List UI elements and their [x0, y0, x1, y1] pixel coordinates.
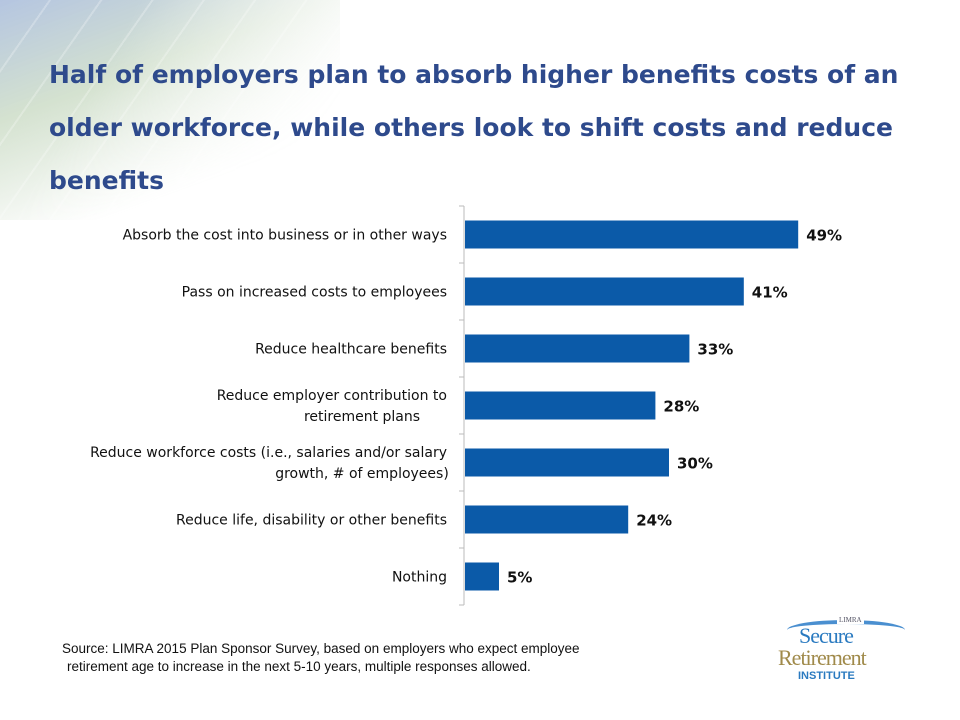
data-label: 33%	[697, 341, 733, 359]
bar	[465, 505, 629, 534]
source-line-1: Source: LIMRA 2015 Plan Sponsor Survey, …	[62, 641, 580, 656]
bar	[465, 277, 744, 306]
logo-secure: Secure	[799, 623, 854, 648]
data-label: 41%	[752, 284, 788, 302]
data-label: 28%	[663, 398, 699, 416]
data-label: 5%	[507, 569, 532, 587]
category-label: growth, # of employees)	[275, 466, 449, 482]
logo-retirement: Retirement	[778, 645, 867, 670]
category-label: Reduce life, disability or other benefit…	[176, 513, 447, 529]
background-lines	[0, 0, 340, 220]
category-label: Absorb the cost into business or in othe…	[123, 228, 447, 244]
bar	[465, 391, 656, 420]
bar	[465, 220, 799, 249]
bar	[465, 334, 690, 363]
bar	[465, 448, 669, 477]
category-label: Reduce healthcare benefits	[255, 342, 447, 358]
data-label: 49%	[806, 227, 842, 245]
category-label: Pass on increased costs to employees	[182, 285, 447, 301]
data-label: 24%	[636, 512, 672, 530]
bar	[465, 562, 499, 591]
secure-retirement-institute-logo: LIMRA Secure Retirement INSTITUTE	[775, 616, 925, 688]
data-label: 30%	[677, 455, 713, 473]
source-line-2: retirement age to increase in the next 5…	[67, 659, 531, 674]
category-label: Reduce workforce costs (i.e., salaries a…	[90, 445, 447, 461]
logo-institute: INSTITUTE	[798, 670, 855, 682]
source-note: Source: LIMRA 2015 Plan Sponsor Survey, …	[62, 640, 580, 676]
slide-title: Half of employers plan to absorb higher …	[49, 60, 899, 195]
logo-limra: LIMRA	[837, 616, 864, 624]
category-label: retirement plans	[304, 409, 420, 425]
category-label: Nothing	[392, 570, 447, 586]
background-decoration	[0, 0, 340, 220]
category-label: Reduce employer contribution to	[217, 388, 447, 404]
